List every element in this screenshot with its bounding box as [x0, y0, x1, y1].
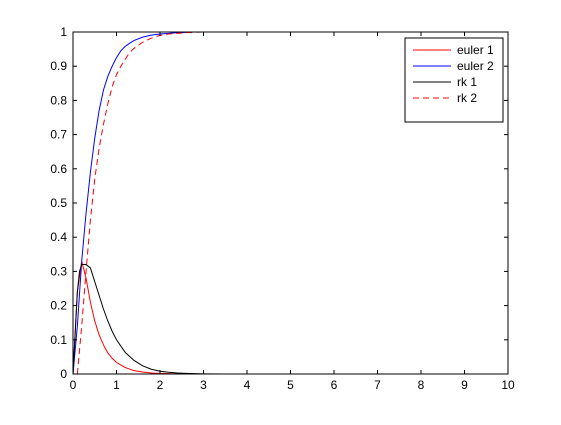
- legend-label: rk 2: [457, 91, 477, 105]
- series-line-euler-2: [72, 31, 202, 375]
- legend-box: [404, 37, 504, 123]
- x-tick-label: 5: [287, 378, 294, 392]
- legend-label: euler 2: [457, 59, 494, 73]
- y-tick-label: 0.4: [50, 230, 67, 244]
- y-tick-label: 0.3: [50, 264, 67, 278]
- x-tick-label: 9: [461, 378, 468, 392]
- x-tick-label: 4: [244, 378, 251, 392]
- x-tick-label: 1: [113, 378, 120, 392]
- y-tick-label: 0.6: [50, 162, 67, 176]
- x-tick-label: 7: [374, 378, 381, 392]
- x-tick-label: 10: [501, 378, 515, 392]
- y-tick-label: 0.2: [50, 299, 67, 313]
- x-tick-label: 0: [70, 378, 77, 392]
- x-tick-label: 8: [418, 378, 425, 392]
- legend: euler 1 euler 2 rk 1 rk 2: [404, 37, 504, 123]
- series-line-rk-2: [76, 31, 221, 375]
- y-tick-label: 0.1: [50, 333, 67, 347]
- y-tick-label: 0.5: [50, 196, 67, 210]
- y-tick-label: 0.8: [50, 93, 67, 107]
- y-tick-label: 1: [60, 25, 67, 39]
- legend-label: euler 1: [457, 43, 494, 57]
- x-tick-label: 3: [200, 378, 207, 392]
- y-tick-label: 0.7: [50, 128, 67, 142]
- x-tick-label: 6: [331, 378, 338, 392]
- y-tick-label: 0.9: [50, 59, 67, 73]
- legend-label: rk 1: [457, 75, 477, 89]
- x-tick-label: 2: [157, 378, 164, 392]
- axes-layer: 0 1 2 3 4 5 6 7 8 9 10 0 0.1 0.2 0.3 0.4 0.5 0.6 0.7 0.8 0.9…: [50, 25, 515, 392]
- y-tick-label: 0: [60, 367, 67, 381]
